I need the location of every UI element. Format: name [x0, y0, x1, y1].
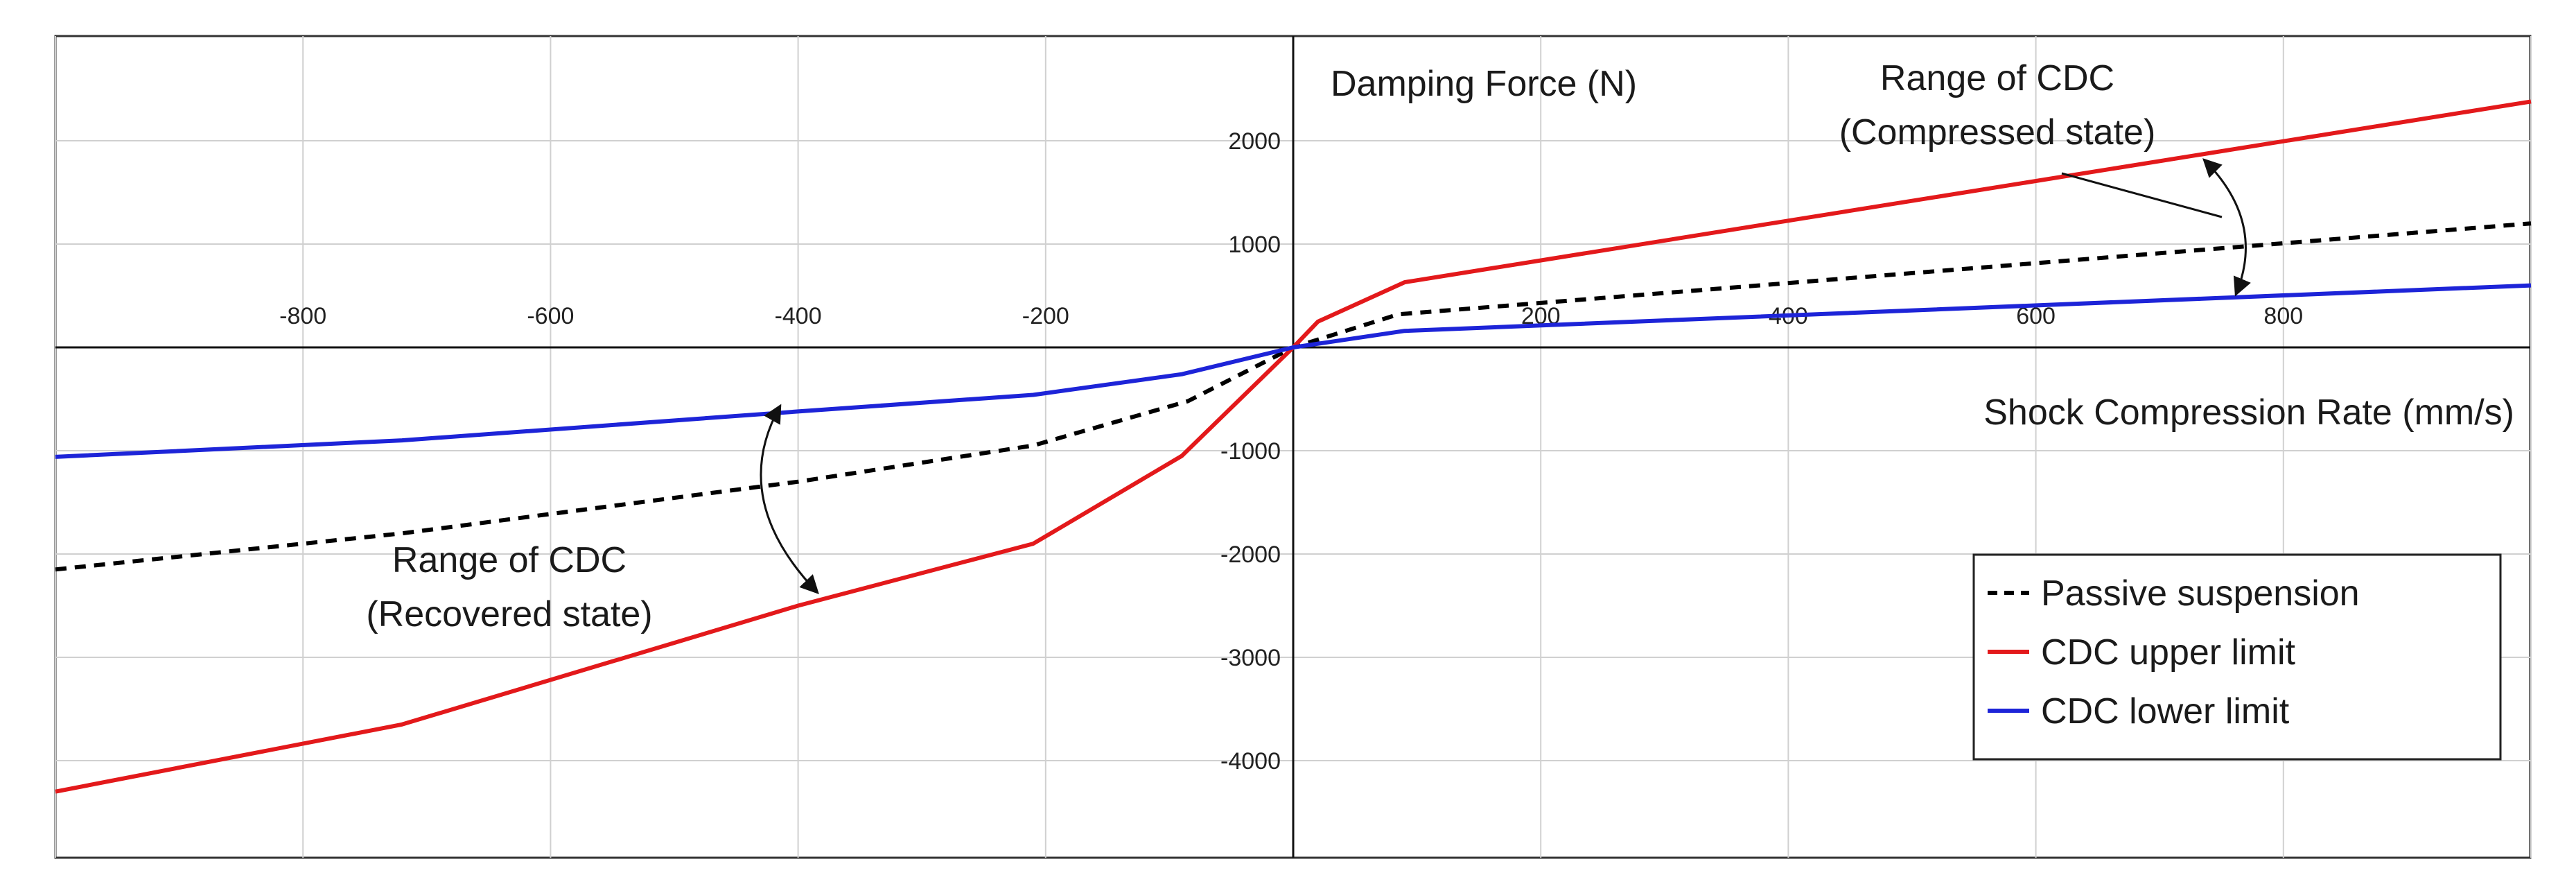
annotation-recovered-line1: Range of CDC — [392, 540, 627, 580]
x-tick-label: -600 — [527, 303, 574, 329]
series-lines — [55, 99, 2532, 794]
y-axis-label: Damping Force (N) — [1331, 64, 1637, 104]
annotation-recovered-arrow — [760, 404, 819, 594]
legend-label-lower: CDC lower limit — [2041, 691, 2290, 732]
y-tick-label: -2000 — [1220, 542, 1281, 568]
annotation-compressed-arrow — [2202, 158, 2251, 297]
y-tick-label: 1000 — [1228, 232, 1281, 258]
annotation-recovered-line2: (Recovered state) — [366, 594, 652, 634]
x-tick-label: 800 — [2263, 303, 2303, 329]
annotation-compressed-leader — [2061, 172, 2223, 218]
y-tick-label: -4000 — [1220, 748, 1281, 775]
x-tick-label: -800 — [279, 303, 326, 329]
y-tick-label: 2000 — [1228, 128, 1281, 155]
annotation-compressed-line2: (Compressed state) — [1839, 112, 2156, 153]
x-axis-label: Shock Compression Rate (mm/s) — [1983, 392, 2514, 433]
legend: Passive suspension CDC upper limit CDC l… — [1972, 553, 2502, 761]
series-line-passive-suspension — [55, 221, 2532, 572]
legend-label-passive: Passive suspension — [2041, 573, 2360, 614]
y-tick-label: -3000 — [1220, 645, 1281, 671]
annotation-compressed-line1: Range of CDC — [1880, 58, 2114, 98]
x-tick-label: -200 — [1022, 303, 1069, 329]
legend-box — [1972, 553, 2502, 761]
x-tick-label: -400 — [775, 303, 822, 329]
y-tick-label: -1000 — [1220, 438, 1281, 465]
series-line-cdc-upper-limit — [55, 99, 2532, 794]
series-line-cdc-lower-limit — [55, 283, 2532, 459]
legend-label-upper: CDC upper limit — [2041, 632, 2296, 673]
y-tick-labels: 2000 1000 -1000 -2000 -3000 -4000 — [1220, 128, 1281, 775]
